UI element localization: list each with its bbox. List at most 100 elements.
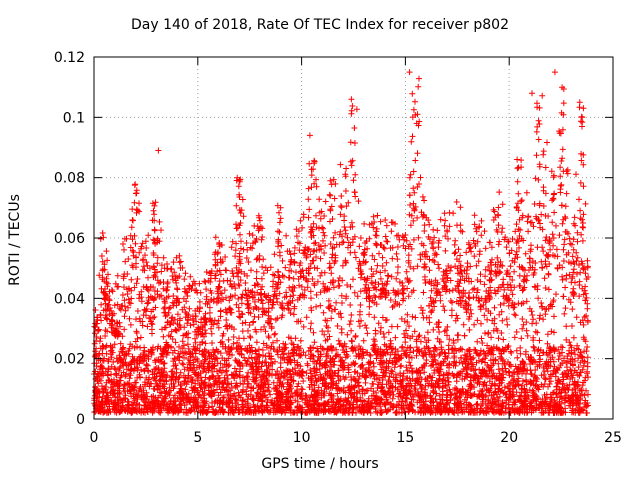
data-point: [245, 355, 252, 362]
data-point: [578, 231, 585, 238]
data-point: [121, 313, 128, 320]
data-point: [570, 266, 577, 273]
data-point: [202, 340, 209, 347]
data-point: [160, 333, 167, 340]
data-point: [225, 336, 232, 343]
data-point: [384, 238, 391, 245]
data-point: [406, 323, 412, 330]
data-point: [239, 311, 246, 318]
data-point: [372, 294, 379, 301]
data-point: [410, 348, 417, 355]
data-point: [121, 326, 128, 333]
data-point: [563, 190, 570, 197]
data-point: [224, 372, 231, 379]
data-point: [251, 222, 258, 229]
data-point: [302, 244, 309, 251]
data-point: [507, 348, 514, 355]
data-point: [373, 408, 379, 415]
data-point: [513, 347, 520, 354]
data-point: [406, 359, 413, 366]
data-point: [350, 276, 356, 283]
data-point: [127, 372, 134, 379]
data-point: [160, 254, 167, 261]
data-point: [407, 263, 414, 270]
data-point: [367, 410, 374, 416]
data-point: [569, 275, 576, 282]
data-point: [351, 289, 358, 296]
data-point: [519, 378, 526, 384]
data-point: [314, 278, 321, 285]
data-point: [361, 220, 368, 227]
data-point: [537, 312, 544, 319]
data-point: [561, 357, 567, 364]
data-point: [515, 375, 522, 382]
data-point: [181, 276, 188, 283]
data-point: [452, 317, 459, 324]
data-point: [532, 328, 539, 335]
data-point: [410, 236, 417, 243]
data-point: [582, 297, 589, 304]
data-point: [583, 312, 590, 319]
data-point: [471, 253, 478, 260]
data-point: [145, 348, 152, 355]
data-point: [455, 283, 462, 290]
data-point: [425, 345, 432, 352]
data-point: [237, 231, 243, 238]
data-point: [360, 386, 366, 393]
data-point: [357, 302, 364, 308]
data-point: [520, 321, 527, 328]
data-point: [501, 384, 508, 391]
data-point: [373, 268, 380, 275]
data-point: [442, 247, 449, 254]
data-point: [301, 287, 308, 293]
data-point: [419, 364, 425, 371]
data-point: [520, 359, 527, 365]
data-point: [180, 361, 187, 368]
data-point: [239, 291, 246, 298]
data-point: [320, 309, 327, 316]
data-point: [562, 389, 569, 396]
data-point: [214, 320, 221, 327]
data-point: [533, 320, 540, 327]
data-point: [258, 363, 265, 370]
data-point: [527, 367, 534, 374]
data-point: [392, 334, 399, 341]
data-point: [114, 272, 121, 279]
data-point: [424, 329, 431, 336]
data-point: [347, 283, 354, 290]
data-point: [487, 284, 494, 291]
data-point: [352, 171, 359, 178]
data-point: [209, 340, 215, 346]
data-point: [481, 281, 488, 288]
data-point: [539, 226, 546, 233]
data-point: [535, 136, 542, 143]
data-point: [501, 300, 507, 307]
data-point: [524, 218, 531, 225]
data-point: [512, 312, 519, 319]
data-point: [350, 177, 357, 184]
data-point: [540, 248, 547, 255]
data-point: [172, 339, 179, 346]
data-point: [409, 370, 416, 376]
data-point: [362, 379, 369, 386]
data-point: [145, 299, 152, 306]
data-point: [366, 298, 373, 305]
data-point: [314, 265, 321, 272]
data-point: [245, 369, 252, 376]
data-point: [273, 292, 280, 299]
data-point: [394, 300, 401, 307]
data-point: [577, 215, 584, 222]
data-point: [300, 378, 307, 384]
data-point: [385, 329, 392, 336]
data-point: [491, 304, 498, 311]
data-point: [561, 241, 568, 248]
data-point: [244, 380, 251, 387]
data-point: [136, 295, 143, 302]
data-point: [239, 320, 246, 327]
data-point: [417, 174, 424, 181]
data-point: [514, 200, 521, 207]
data-point: [542, 375, 548, 382]
data-point: [409, 133, 416, 140]
data-point: [151, 314, 158, 320]
data-point: [499, 201, 506, 208]
